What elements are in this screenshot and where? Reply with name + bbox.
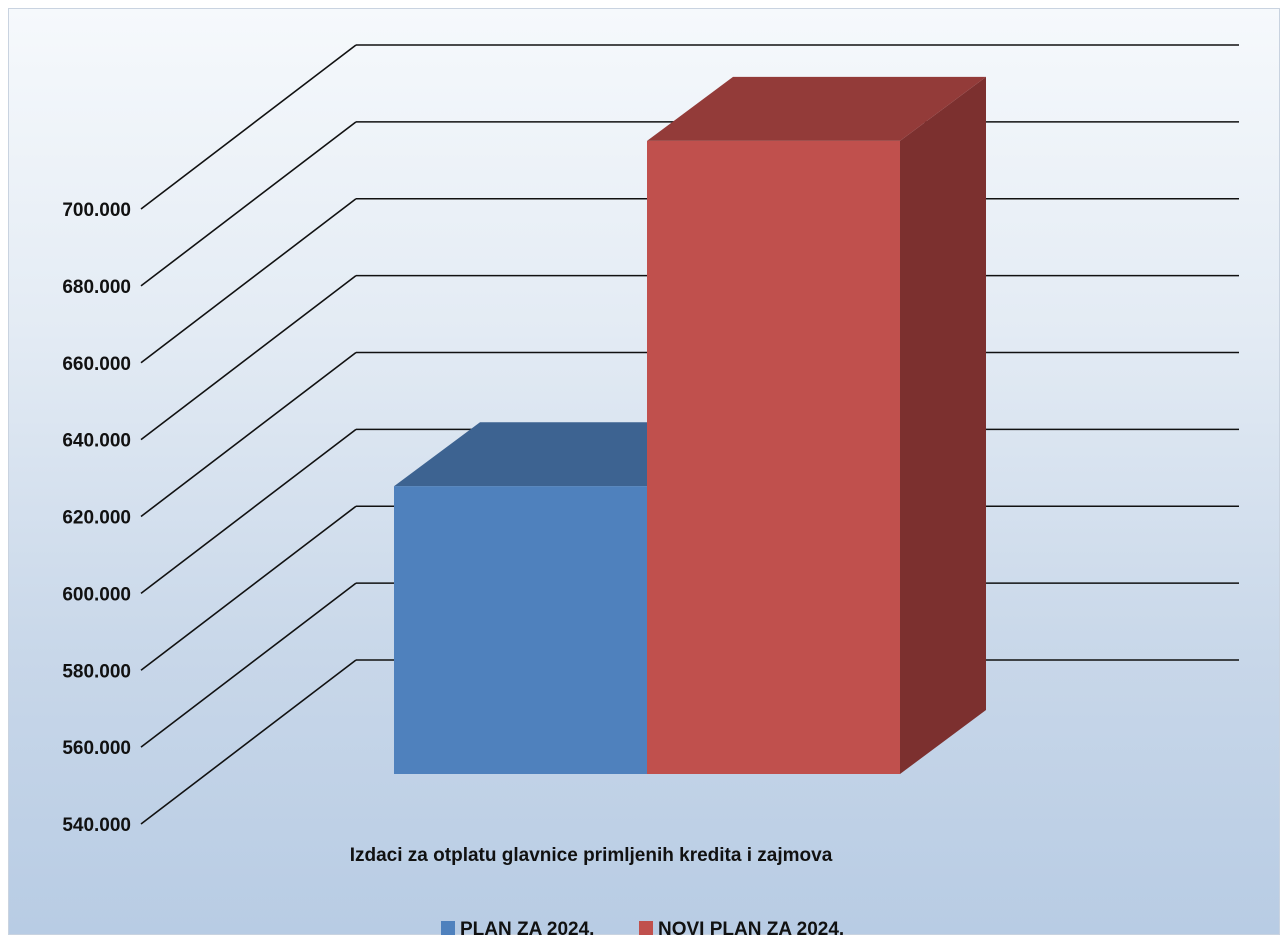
y-tick-label: 660.000 <box>62 354 131 375</box>
gridline-depth <box>140 44 357 210</box>
gridline-depth <box>140 428 357 595</box>
bar-front-face <box>394 486 647 774</box>
bar-top-face <box>647 76 986 141</box>
y-axis-tick-labels: 540.000 560.000 580.000 600.000 620.000 640.0… <box>62 200 131 836</box>
y-tick-label: 640.000 <box>62 431 131 452</box>
chart-area: 540.000 560.000 580.000 600.000 620.000 640.0… <box>8 8 1280 936</box>
bar-side-face <box>900 76 986 774</box>
y-tick-label: 620.000 <box>62 508 131 529</box>
gridline-depth <box>140 659 357 825</box>
bars <box>394 76 986 774</box>
legend-item-novi-plan: NOVI PLAN ZA 2024. <box>639 919 844 936</box>
gridline-depth <box>140 274 357 441</box>
y-tick-label: 580.000 <box>62 661 131 682</box>
y-tick-label: 540.000 <box>62 815 131 836</box>
bar-chart-3d: 540.000 560.000 580.000 600.000 620.000 640.0… <box>62 44 1239 936</box>
legend-item-plan: PLAN ZA 2024. <box>441 919 594 936</box>
y-tick-label: 700.000 <box>62 200 131 221</box>
category-label: Izdaci za otplatu glavnice primljenih kr… <box>350 845 833 866</box>
y-tick-label: 600.000 <box>62 584 131 605</box>
legend-swatch-plan <box>441 921 455 935</box>
y-tick-label: 680.000 <box>62 277 131 298</box>
gridline-depth <box>140 351 357 518</box>
bar-novi-plan <box>647 76 986 774</box>
y-tick-label: 560.000 <box>62 738 131 759</box>
gridline-depth <box>140 582 357 748</box>
gridline-depth <box>140 121 357 287</box>
legend-label-novi-plan: NOVI PLAN ZA 2024. <box>658 919 844 936</box>
bar-front-face <box>647 140 900 774</box>
gridline-depth <box>140 198 357 364</box>
legend-label-plan: PLAN ZA 2024. <box>460 919 594 936</box>
legend-swatch-novi-plan <box>639 921 653 935</box>
legend: PLAN ZA 2024. NOVI PLAN ZA 2024. <box>441 919 844 936</box>
gridline-depth <box>140 505 357 671</box>
